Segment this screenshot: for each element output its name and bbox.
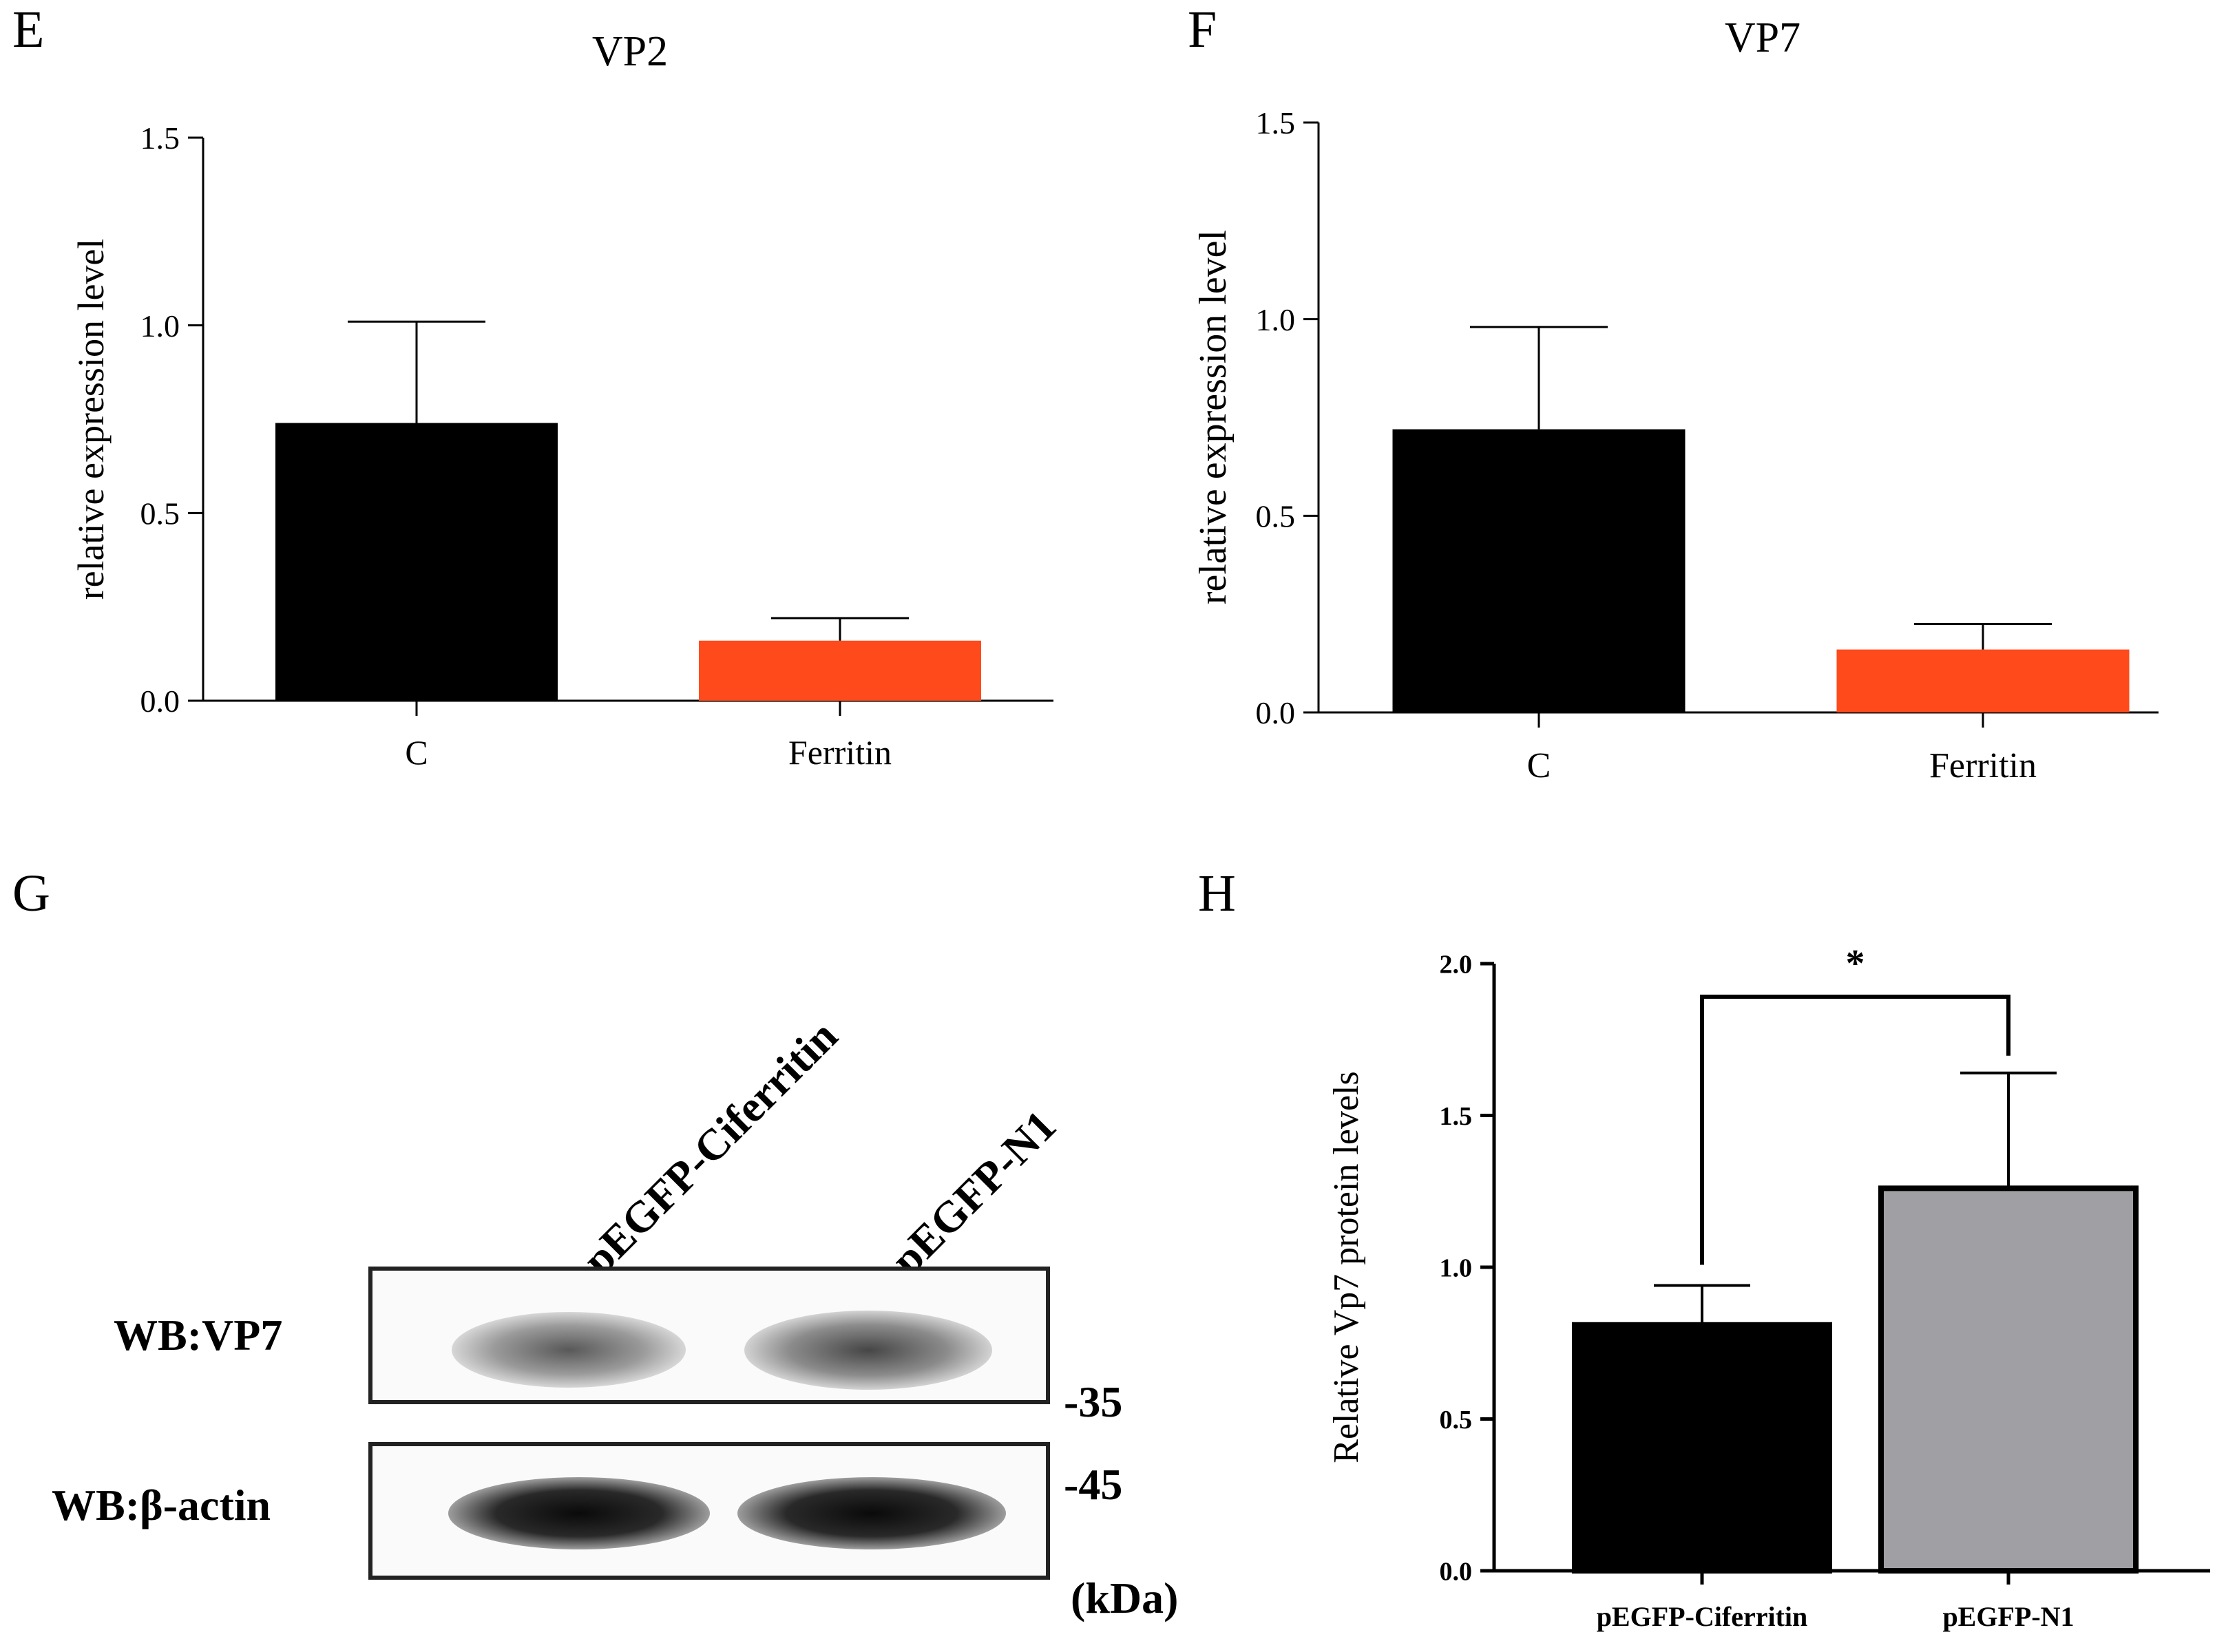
chart-h-y-axis-label: Relative Vp7 protein levels [1327,1071,1366,1463]
chart-f-y-tick-label: 0.5 [1256,498,1296,533]
chart-e-y-tick-label: 1.5 [140,120,180,156]
chart-h-y-tick-label: 1.0 [1440,1253,1473,1282]
blot-marker-45: -45 [1064,1460,1123,1509]
chart-e-bar-1 [275,423,558,701]
chart-h-category-label: pEGFP-Ciferritin [1597,1601,1808,1632]
chart-e-category-label: Ferritin [788,733,892,772]
chart-h-y-tick-label: 0.0 [1440,1557,1473,1586]
chart-h-y-tick-label: 1.5 [1440,1102,1473,1131]
chart-h-significance-bracket [1700,995,2010,1265]
blot-band-actin-lane2 [737,1477,1006,1549]
panel-letter-f: F [1188,1,1217,59]
chart-f-category-label: Ferritin [1929,746,2037,785]
chart-f-y-tick-label: 1.5 [1256,105,1296,140]
chart-h-significance-marker: * [1846,942,1865,985]
chart-f-category-label: C [1527,746,1551,785]
chart-h-bar-1 [1572,1322,1832,1574]
chart-f-y-tick-label: 1.0 [1256,302,1296,337]
panel-letter-g: G [12,865,50,922]
chart-h-y-tick-label: 2.0 [1440,950,1473,979]
chart-f-y-tick-label: 0.0 [1256,695,1296,730]
chart-e-category-label: C [405,733,428,772]
blot-band-vp7-lane1 [452,1312,686,1388]
blot-marker-35: -35 [1064,1377,1123,1426]
blot-band-vp7-lane2 [744,1311,992,1390]
blot-strip-vp7 [368,1267,1050,1404]
chart-e-title: VP2 [592,28,668,75]
chart-e-y-tick-label: 1.0 [140,308,180,343]
blot-band-actin-lane1 [448,1477,710,1549]
chart-f-y-axis-label: relative expression level [1192,230,1235,604]
panel-letter-h: H [1198,865,1236,922]
chart-h-bar-2 [1878,1185,2139,1574]
chart-h-y-tick-label: 0.5 [1440,1406,1473,1434]
blot-strip-actin [368,1442,1050,1580]
chart-e-y-tick-label: 0.0 [140,684,180,719]
chart-e-y-axis-label: relative expression level [70,239,112,600]
blot-row-label-actin: WB:β-actin [52,1481,271,1529]
chart-e-y-tick-label: 0.5 [140,496,180,531]
chart-f-title: VP7 [1725,14,1800,61]
blot-marker-unit: (kDa) [1071,1574,1179,1622]
chart-f-bar-2 [1836,649,2130,712]
panel-letter-e: E [12,1,45,59]
chart-h-category-label: pEGFP-N1 [1942,1601,2074,1632]
blot-row-label-vp7: WB:VP7 [114,1311,283,1359]
chart-f-bar-1 [1392,429,1686,712]
chart-e-bar-2 [699,640,981,701]
